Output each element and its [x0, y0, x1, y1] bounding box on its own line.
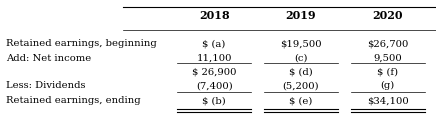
Text: 11,100: 11,100: [196, 54, 232, 63]
Text: $34,100: $34,100: [367, 96, 409, 105]
Text: 2019: 2019: [286, 10, 316, 21]
Text: Retained earnings, ending: Retained earnings, ending: [6, 96, 140, 105]
Text: (c): (c): [294, 54, 308, 63]
Text: Retained earnings, beginning: Retained earnings, beginning: [6, 39, 156, 48]
Text: $ (a): $ (a): [202, 39, 226, 48]
Text: Add: Net income: Add: Net income: [6, 54, 91, 63]
Text: 2020: 2020: [373, 10, 403, 21]
Text: $ (d): $ (d): [289, 68, 313, 77]
Text: $ (e): $ (e): [289, 96, 313, 105]
Text: $ 26,900: $ 26,900: [192, 68, 236, 77]
Text: $ (b): $ (b): [202, 96, 226, 105]
Text: $ (f): $ (f): [377, 68, 399, 77]
Text: (5,200): (5,200): [283, 81, 319, 90]
Text: $26,700: $26,700: [367, 39, 409, 48]
Text: $19,500: $19,500: [280, 39, 322, 48]
Text: 9,500: 9,500: [374, 54, 402, 63]
Text: 2018: 2018: [199, 10, 229, 21]
Text: (7,400): (7,400): [196, 81, 232, 90]
Text: (g): (g): [381, 81, 395, 90]
Text: Less: Dividends: Less: Dividends: [6, 81, 85, 90]
